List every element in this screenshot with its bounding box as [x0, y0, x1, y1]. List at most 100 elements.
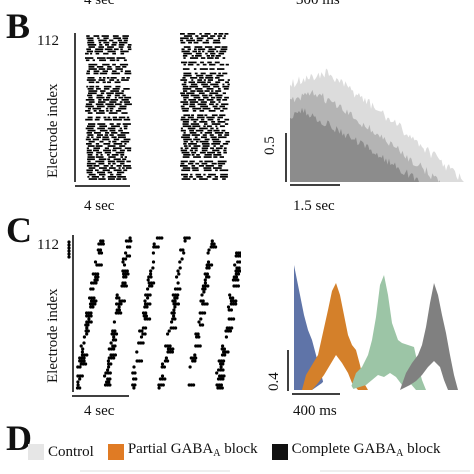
raster-c-spike	[146, 293, 150, 297]
raster-b-spike	[86, 79, 96, 81]
raster-b-spike	[218, 72, 221, 75]
panel-d-bottom-rule	[80, 470, 230, 472]
raster-b-spike	[120, 156, 123, 158]
raster-b-spike	[119, 149, 125, 152]
raster-b-spike	[191, 114, 194, 117]
raster-c-spike	[89, 287, 93, 291]
raster-b-spike	[188, 81, 195, 84]
raster-c-spike	[178, 287, 182, 291]
raster-b-spike	[191, 151, 197, 154]
raster-b-spike	[198, 165, 204, 167]
raster-b-spike	[182, 134, 191, 136]
raster-b-spike	[193, 68, 197, 70]
raster-b-spike	[91, 136, 94, 139]
raster-b-spike	[207, 81, 211, 84]
raster-b-spike	[181, 94, 189, 97]
raster-b-spike	[208, 48, 217, 51]
raster-b-spike	[88, 140, 95, 143]
raster-c-spike	[235, 251, 239, 255]
raster-b-spike	[204, 154, 212, 156]
raster-c-spike	[114, 332, 119, 336]
raster-b-spike	[86, 162, 96, 165]
raster-b-spike	[211, 138, 220, 141]
raster-c-spike	[139, 341, 143, 345]
raster-b-spike	[188, 143, 197, 145]
raster-c-spike	[111, 329, 115, 333]
raster-b-spike	[204, 90, 210, 92]
raster-b-spike	[219, 145, 224, 147]
raster-c-spike	[219, 365, 223, 369]
raster-c-spike	[129, 239, 133, 243]
raster-b-spike	[199, 33, 202, 35]
raster-b-spike	[205, 52, 208, 55]
panel-c-raster	[67, 235, 241, 392]
raster-b-spike	[197, 81, 206, 84]
raster-c-spike	[226, 350, 230, 354]
raster-b-spike	[95, 160, 105, 163]
raster-b-spike	[183, 138, 192, 141]
raster-b-spike	[107, 116, 111, 119]
raster-b-spike	[107, 81, 111, 84]
raster-b-spike	[205, 165, 214, 167]
raster-c-spike	[114, 338, 118, 342]
raster-b-spike	[118, 44, 125, 46]
raster-c-spike	[108, 377, 112, 381]
raster-b-spike	[124, 147, 132, 150]
panel-c-gray-band	[400, 283, 458, 390]
raster-c-spike	[78, 359, 82, 363]
raster-b-spike	[209, 68, 215, 70]
raster-b-spike	[200, 57, 206, 59]
raster-b-spike	[85, 57, 94, 59]
panel-b-raster	[74, 33, 230, 182]
raster-b-spike	[188, 99, 196, 101]
raster-b-spike	[97, 37, 100, 40]
raster-c-spike	[160, 362, 165, 366]
raster-b-spike	[88, 90, 98, 92]
raster-b-spike	[202, 63, 207, 66]
raster-c-spike	[81, 362, 85, 366]
raster-b-spike	[220, 173, 228, 176]
raster-c-spike	[205, 266, 209, 270]
raster-b-spike	[93, 70, 100, 73]
raster-b-spike	[193, 41, 199, 44]
raster-b-spike	[223, 88, 229, 90]
raster-c-spike	[236, 272, 241, 276]
panel-c-blue-band	[294, 265, 328, 390]
raster-b-spike	[180, 37, 189, 40]
raster-c-spike	[90, 296, 94, 300]
raster-b-spike	[102, 176, 105, 178]
raster-b-spike	[207, 61, 212, 64]
raster-b-spike	[183, 46, 191, 48]
raster-c-spike	[85, 332, 89, 336]
raster-b-spike	[215, 90, 222, 92]
raster-c-spike	[161, 383, 165, 387]
raster-c-spike	[141, 332, 145, 336]
raster-b-spike	[222, 72, 228, 75]
raster-c-spike	[206, 284, 210, 288]
raster-c-spike	[151, 251, 155, 255]
raster-b-spike	[110, 173, 114, 176]
raster-b-spike	[122, 35, 129, 37]
raster-b-spike	[197, 79, 203, 81]
raster-b-spike	[199, 178, 208, 180]
raster-c-spike	[224, 335, 228, 339]
raster-b-spike	[85, 127, 94, 130]
raster-b-spike	[222, 99, 228, 101]
raster-b-spike	[207, 79, 213, 81]
raster-c-spike	[111, 338, 115, 342]
panel-b-letter: B	[6, 6, 31, 46]
raster-b-spike	[201, 147, 209, 150]
raster-c-spike	[216, 377, 221, 381]
raster-c-spike	[82, 359, 86, 363]
legend-item-complete: Complete GABAA block	[271, 441, 440, 462]
raster-b-spike	[196, 39, 203, 42]
raster-b-spike	[116, 178, 122, 180]
raster-c-spike	[151, 266, 155, 270]
raster-b-spike	[181, 116, 186, 119]
raster-b-spike	[88, 173, 96, 176]
raster-c-spike	[122, 284, 126, 288]
raster-b-spike	[194, 72, 198, 75]
panel-c-letter: C	[6, 210, 32, 250]
raster-b-spike	[221, 103, 229, 106]
raster-b-spike	[87, 145, 95, 147]
